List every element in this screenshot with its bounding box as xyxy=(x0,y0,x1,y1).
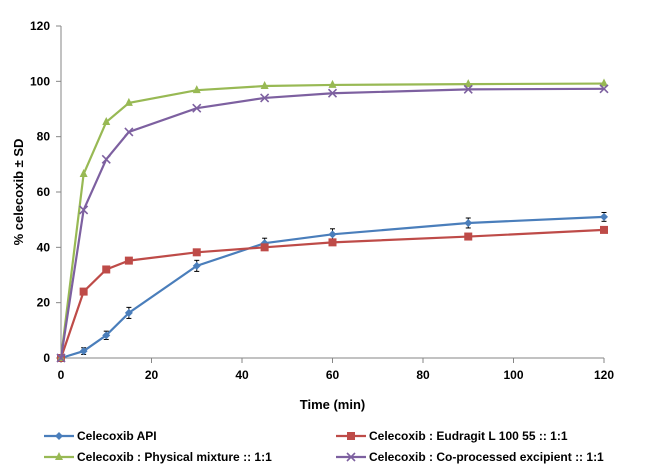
data-point xyxy=(346,452,356,462)
y-tick-label: 120 xyxy=(30,19,50,33)
series-4 xyxy=(56,84,609,363)
data-point xyxy=(102,265,111,274)
data-point xyxy=(79,205,89,215)
series-2 xyxy=(57,225,608,362)
data-point xyxy=(328,238,337,247)
data-point xyxy=(260,243,269,252)
data-point xyxy=(600,78,608,87)
data-point xyxy=(192,261,201,270)
data-point xyxy=(600,225,608,234)
legend: Celecoxib API Celecoxib : Eudragit L 100 … xyxy=(44,429,604,464)
x-axis-ticks: 0 20 40 60 80 100 120 xyxy=(58,358,614,382)
data-point xyxy=(327,88,338,98)
x-tick-label: 20 xyxy=(145,368,159,382)
legend-item: Celecoxib : Co-processed excipient :: 1:… xyxy=(336,450,604,464)
x-tick-label: 0 xyxy=(58,368,65,382)
y-axis-ticks: 0 20 40 60 80 100 120 xyxy=(30,19,61,365)
data-point xyxy=(260,81,269,90)
data-point xyxy=(56,353,66,363)
y-tick-label: 100 xyxy=(30,74,50,88)
data-point xyxy=(79,347,88,356)
data-point xyxy=(600,212,608,221)
data-point xyxy=(55,452,63,460)
data-point xyxy=(124,97,133,106)
x-tick-label: 100 xyxy=(503,368,523,382)
legend-item: Celecoxib : Eudragit L 100 55 :: 1:1 xyxy=(336,429,568,443)
y-tick-label: 60 xyxy=(37,185,51,199)
axes xyxy=(60,26,604,359)
y-tick-label: 40 xyxy=(37,240,51,254)
data-point xyxy=(260,93,270,103)
legend-label: Celecoxib : Physical mixture :: 1:1 xyxy=(77,450,272,464)
data-point xyxy=(328,230,337,239)
y-axis-label: % celecoxib ± SD xyxy=(11,139,26,246)
data-point xyxy=(192,103,202,113)
data-point xyxy=(102,117,111,126)
series-layer xyxy=(56,78,609,363)
legend-label: Celecoxib : Eudragit L 100 55 :: 1:1 xyxy=(369,429,568,443)
series-line xyxy=(59,228,605,359)
data-point xyxy=(55,432,63,440)
data-point xyxy=(464,79,473,88)
data-point xyxy=(124,127,134,137)
data-point xyxy=(79,287,88,296)
series-3 xyxy=(57,78,608,361)
x-tick-label: 80 xyxy=(416,368,430,382)
data-point xyxy=(102,331,111,340)
x-tick-label: 60 xyxy=(326,368,340,382)
y-tick-label: 20 xyxy=(37,296,51,310)
x-tick-label: 40 xyxy=(235,368,249,382)
data-point xyxy=(463,84,473,94)
data-point xyxy=(464,218,473,227)
legend-label: Celecoxib : Co-processed excipient :: 1:… xyxy=(369,450,604,464)
x-tick-label: 120 xyxy=(594,368,614,382)
data-point xyxy=(124,256,133,265)
data-point xyxy=(599,84,609,94)
data-point xyxy=(464,232,473,241)
data-point xyxy=(79,169,88,178)
legend-label: Celecoxib API xyxy=(77,429,157,443)
legend-item: Celecoxib : Physical mixture :: 1:1 xyxy=(44,450,272,464)
data-point xyxy=(328,79,337,88)
data-point xyxy=(124,308,133,317)
data-point xyxy=(101,154,111,164)
series-1 xyxy=(57,211,608,362)
x-axis-label: Time (min) xyxy=(300,397,366,412)
data-point xyxy=(192,248,201,257)
y-tick-label: 0 xyxy=(43,351,50,365)
legend-item: Celecoxib API xyxy=(44,429,157,443)
data-point xyxy=(347,432,355,440)
data-point xyxy=(192,85,201,94)
y-tick-label: 80 xyxy=(37,130,51,144)
series-line xyxy=(59,87,605,359)
